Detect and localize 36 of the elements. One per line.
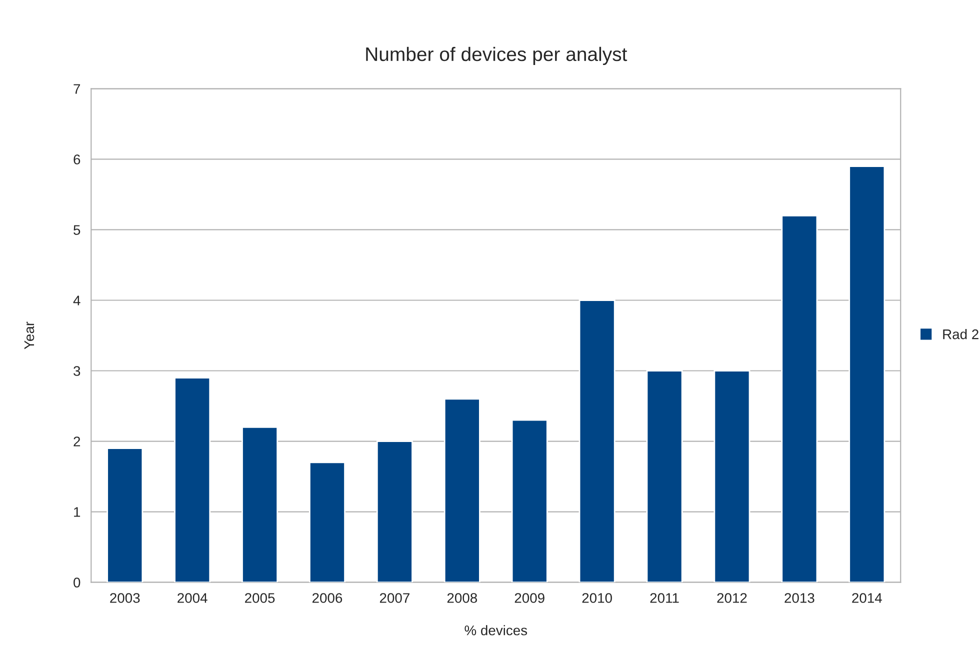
x-tick-label: 2006 [312, 593, 342, 603]
y-tick-label: 6 [74, 154, 80, 164]
bar [376, 440, 413, 582]
y-tick-label: 4 [73, 296, 80, 306]
bar [578, 300, 616, 582]
bar [242, 426, 278, 582]
x-tick-label: 2012 [717, 593, 747, 603]
x-tick-label: 2003 [110, 593, 140, 603]
bar [646, 370, 683, 582]
x-tick-label: 2009 [514, 593, 544, 603]
x-tick-label: 2008 [447, 593, 477, 603]
x-tick-label: 2014 [852, 593, 882, 603]
y-tick-label: 2 [74, 436, 80, 446]
bar [174, 377, 211, 582]
x-tick-label: 2005 [245, 593, 275, 603]
legend-label: Rad 2 [943, 329, 978, 340]
y-tick-label: 1 [74, 507, 80, 517]
chart-title: Number of devices per analyst [366, 46, 628, 65]
bar [106, 448, 144, 582]
x-tick-label: 2004 [178, 593, 208, 603]
x-tick-label: 2011 [650, 593, 679, 603]
bar [848, 166, 886, 582]
x-tick-label: 2013 [784, 593, 814, 603]
bar [714, 370, 750, 582]
bar [444, 398, 480, 582]
x-tick-label: 2010 [582, 593, 612, 603]
y-axis-title: Year [24, 322, 34, 350]
y-tick-label: 5 [74, 225, 80, 235]
bar [781, 214, 818, 582]
bar [309, 462, 346, 582]
y-tick-label: 3 [74, 366, 80, 376]
x-tick-label: 2007 [380, 593, 410, 603]
y-tick-label: 7 [74, 84, 80, 94]
bar [511, 419, 548, 582]
y-tick-label: 0 [74, 578, 80, 588]
x-axis-title: % devices [464, 625, 528, 636]
